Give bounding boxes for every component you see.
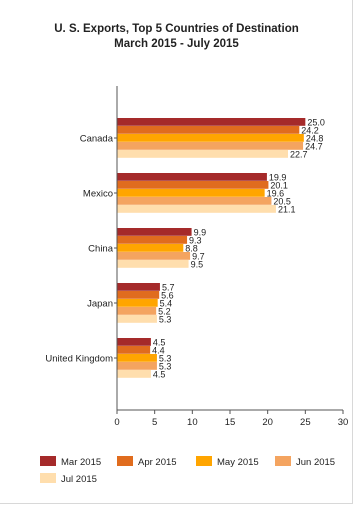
value-label: 19.9	[269, 173, 287, 183]
bar-japan-mar-2015	[117, 283, 160, 291]
value-label: 5.6	[161, 291, 174, 301]
legend-swatch	[275, 456, 291, 466]
value-label: 9.7	[192, 252, 205, 262]
bar-japan-jun-2015	[117, 307, 157, 315]
chart-title: U. S. Exports, Top 5 Countries of Destin…	[54, 23, 299, 35]
value-label: 24.8	[306, 134, 324, 144]
value-label: 21.1	[278, 205, 296, 215]
value-label: 5.3	[159, 354, 172, 364]
value-label: 9.3	[189, 236, 202, 246]
legend: Mar 2015 Apr 2015 May 2015 Jun 2015 Jul 2015	[40, 456, 335, 485]
legend-swatch	[117, 456, 133, 466]
x-tick-label: 20	[262, 417, 273, 428]
bar-mexico-may-2015	[117, 189, 265, 197]
legend-label: Jul 2015	[61, 474, 97, 485]
legend-label: Apr 2015	[138, 457, 177, 468]
legend-swatch	[196, 456, 212, 466]
bar-canada-apr-2015	[117, 126, 300, 134]
value-label: 25.0	[307, 118, 325, 128]
value-label: 20.5	[273, 197, 291, 207]
bar-canada-jul-2015	[117, 150, 289, 158]
bar-mexico-mar-2015	[117, 173, 267, 181]
bar-united-kingdom-mar-2015	[117, 338, 151, 346]
bar-mexico-jun-2015	[117, 197, 272, 205]
value-label: 9.9	[194, 228, 207, 238]
value-label: 5.3	[159, 315, 172, 325]
value-label: 5.7	[162, 283, 175, 293]
category-label: Canada	[80, 134, 114, 145]
value-label: 5.3	[159, 362, 172, 372]
x-tick-label: 10	[187, 417, 198, 428]
bar-united-kingdom-jun-2015	[117, 362, 157, 370]
bar-mexico-apr-2015	[117, 181, 269, 189]
bar-united-kingdom-apr-2015	[117, 346, 151, 354]
bar-china-mar-2015	[117, 228, 192, 236]
chart-subtitle: March 2015 - July 2015	[114, 38, 239, 50]
value-label: 24.7	[305, 142, 323, 152]
category-label: Japan	[87, 299, 113, 310]
category-label: United Kingdom	[45, 354, 113, 365]
bar-japan-may-2015	[117, 299, 158, 307]
bar-japan-apr-2015	[117, 291, 160, 299]
bar-united-kingdom-may-2015	[117, 354, 157, 362]
value-label: 9.5	[191, 260, 204, 270]
value-label: 5.4	[160, 299, 173, 309]
value-label: 4.5	[153, 338, 166, 348]
x-tick-label: 15	[225, 417, 236, 428]
x-tick-label: 30	[338, 417, 349, 428]
value-label: 20.1	[270, 181, 288, 191]
bar-mexico-jul-2015	[117, 205, 276, 213]
legend-label: May 2015	[217, 457, 259, 468]
value-label: 4.5	[153, 370, 166, 380]
value-label: 19.6	[267, 189, 285, 199]
legend-label: Jun 2015	[296, 457, 335, 468]
value-label: 22.7	[290, 150, 308, 160]
axes-layer: Canada Mexico China Japan United Kingdom 0 5 10…	[45, 86, 348, 428]
value-label: 24.2	[301, 126, 319, 136]
category-label: China	[88, 244, 114, 255]
bar-canada-mar-2015	[117, 118, 306, 126]
x-tick-label: 25	[300, 417, 311, 428]
bar-japan-jul-2015	[117, 315, 157, 323]
value-labels-layer: 25.024.224.824.722.7 19.920.119.620.521.1…	[152, 118, 325, 380]
chart-title-block: U. S. Exports, Top 5 Countries of Destin…	[0, 22, 353, 52]
bar-china-jun-2015	[117, 252, 191, 260]
bar-canada-may-2015	[117, 134, 304, 142]
value-label: 5.2	[158, 307, 171, 317]
bar-canada-jun-2015	[117, 142, 304, 150]
value-label: 4.4	[152, 346, 165, 356]
bar-china-apr-2015	[117, 236, 188, 244]
legend-label: Mar 2015	[61, 457, 101, 468]
bars-layer	[117, 118, 306, 378]
bar-china-may-2015	[117, 244, 184, 252]
legend-swatch	[40, 456, 56, 466]
x-tick-label: 5	[152, 417, 157, 428]
bar-china-jul-2015	[117, 260, 189, 268]
value-label: 8.8	[185, 244, 198, 254]
bar-united-kingdom-jul-2015	[117, 370, 151, 378]
x-tick-label: 0	[114, 417, 119, 428]
category-label: Mexico	[83, 189, 113, 200]
legend-swatch	[40, 473, 56, 483]
